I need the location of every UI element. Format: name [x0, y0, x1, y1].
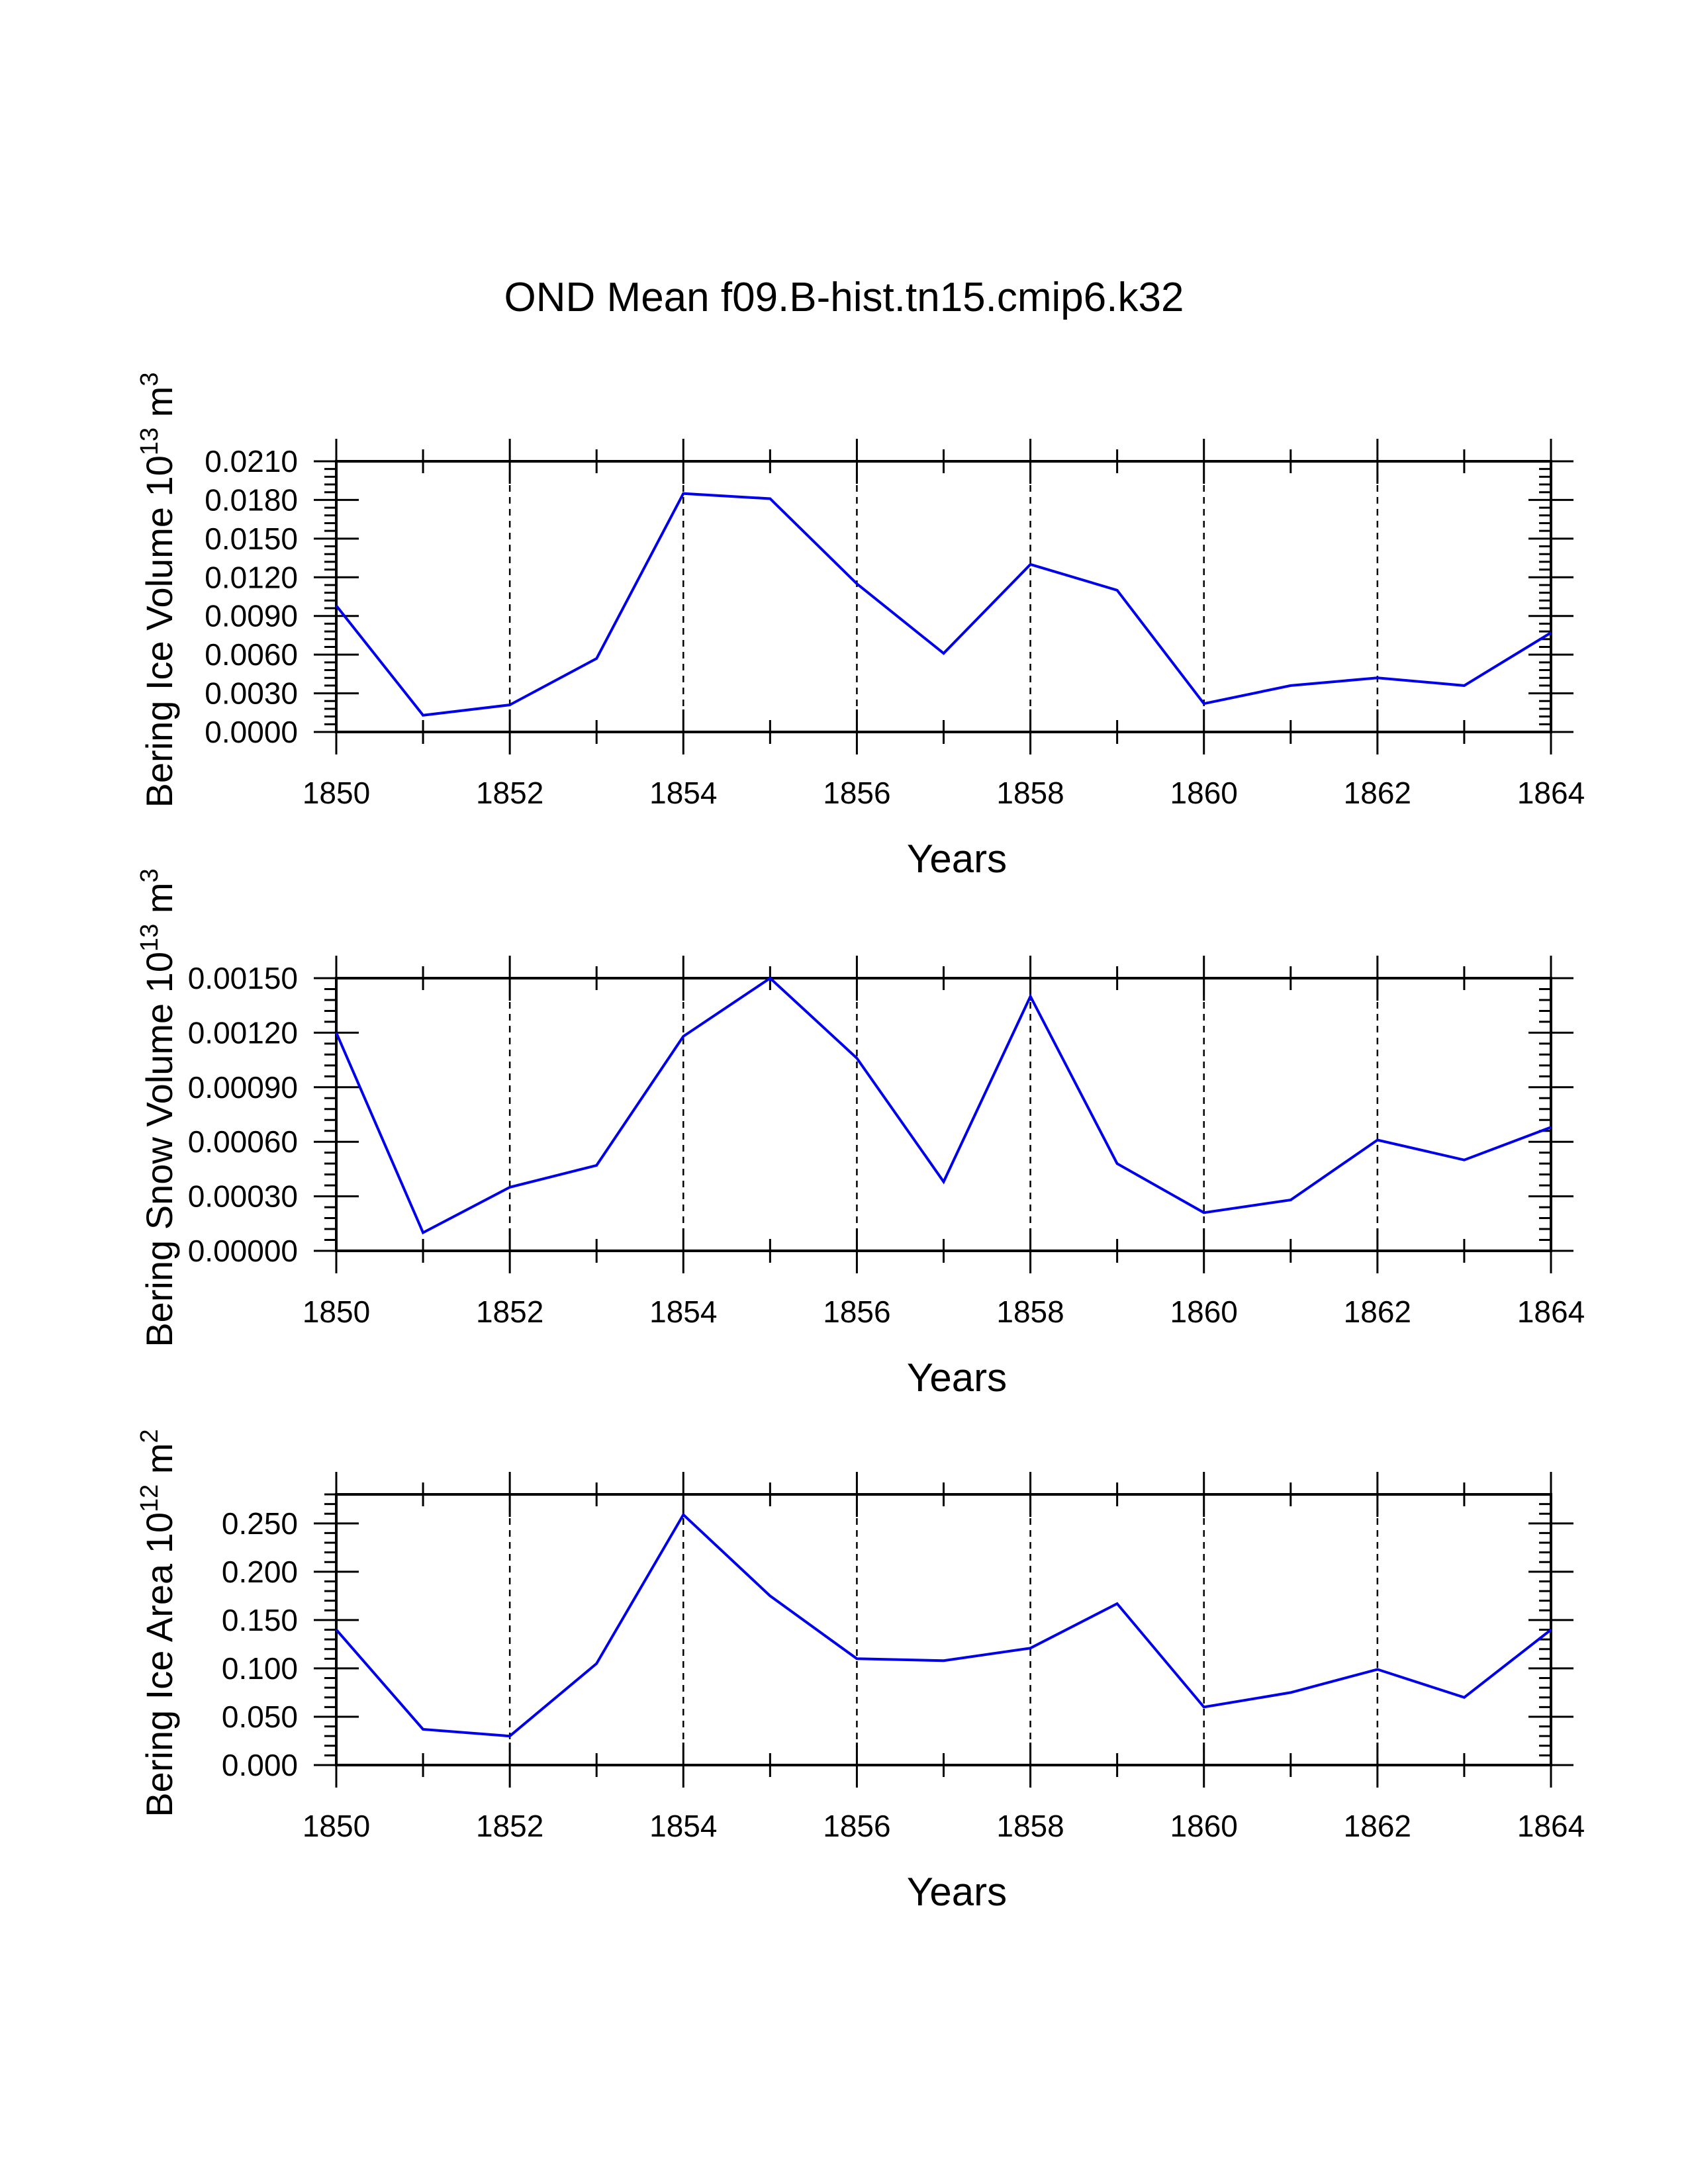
plot-frame	[335, 460, 1552, 733]
y-axis-title-exp-base: 10	[138, 455, 180, 496]
y-tick-label: 0.00120	[188, 1015, 298, 1050]
x-tick-label: 1852	[476, 776, 543, 810]
y-tick-label: 0.00030	[188, 1179, 298, 1214]
y-axis-title-unit: m	[138, 882, 180, 923]
y-tick-label: 0.00060	[188, 1124, 298, 1159]
y-tick-label: 0.000	[222, 1748, 298, 1782]
x-tick-label: 1864	[1517, 1295, 1585, 1329]
x-tick-label: 1864	[1517, 776, 1585, 810]
x-tick-label: 1862	[1344, 776, 1411, 810]
x-tick-label: 1854	[649, 1295, 717, 1329]
y-axis-title-exp: 13	[136, 924, 164, 952]
y-tick-label: 0.0030	[205, 676, 298, 711]
panel-1: 1850 1852 1854 1856 1858 1860 1862 1864 0.0000 0.…	[136, 373, 1585, 881]
y-axis-title: Bering Snow Volume 1013 m3	[136, 868, 180, 1347]
x-axis-title: Years	[907, 837, 1007, 881]
x-tick-label: 1854	[649, 1809, 717, 1843]
x-tick-label: 1860	[1170, 1295, 1238, 1329]
x-tick-label: 1858	[996, 776, 1064, 810]
y-tick-label: 0.0150	[205, 522, 298, 556]
plot-frame	[335, 977, 1552, 1252]
x-axis-title: Years	[907, 1355, 1007, 1400]
y-axis-title-unit: m	[138, 387, 180, 428]
x-axis-title: Years	[907, 1870, 1007, 1914]
x-tick-label: 1856	[823, 1809, 890, 1843]
figure-title: OND Mean f09.B-hist.tn15.cmip6.k32	[504, 275, 1184, 320]
x-tick-label: 1860	[1170, 1809, 1238, 1843]
x-tick-label: 1850	[303, 1809, 370, 1843]
y-axis-title-exp: 13	[136, 428, 164, 455]
x-tick-label: 1858	[996, 1809, 1064, 1843]
y-axis-title-unit-exp: 3	[136, 373, 164, 387]
x-tick-label: 1854	[649, 776, 717, 810]
x-tick-label: 1858	[996, 1295, 1064, 1329]
y-tick-label: 0.0210	[205, 444, 298, 478]
y-axis-title-unit-exp: 2	[136, 1429, 164, 1443]
panel-2: 1850 1852 1854 1856 1858 1860 1862 1864 0.00000 0…	[136, 868, 1585, 1400]
plot-frame	[335, 1493, 1552, 1766]
y-tick-label: 0.150	[222, 1603, 298, 1637]
y-tick-label: 0.050	[222, 1700, 298, 1734]
x-tick-label: 1850	[303, 776, 370, 810]
x-tick-label: 1850	[303, 1295, 370, 1329]
x-tick-label: 1862	[1344, 1295, 1411, 1329]
y-tick-label: 0.0000	[205, 715, 298, 749]
y-axis-title-exp: 12	[136, 1484, 164, 1512]
series-line-1	[335, 492, 1552, 717]
series-line-2	[335, 976, 1552, 1235]
x-tick-label: 1856	[823, 776, 890, 810]
y-axis-title: Bering Ice Area 1012 m2	[136, 1429, 180, 1817]
y-axis-title-text: Bering Ice Area	[138, 1553, 180, 1817]
y-tick-label: 0.250	[222, 1506, 298, 1541]
y-axis-title-text: Bering Ice Volume	[138, 496, 180, 807]
x-tick-label: 1860	[1170, 776, 1238, 810]
y-axis-title-exp-base: 10	[138, 952, 180, 993]
x-tick-label: 1852	[476, 1295, 543, 1329]
y-tick-label: 0.00000	[188, 1234, 298, 1268]
y-axis-title-unit: m	[138, 1443, 180, 1484]
y-tick-label: 0.00150	[188, 961, 298, 995]
y-axis-title-exp-base: 10	[138, 1512, 180, 1553]
y-axis-title-text: Bering Snow Volume	[138, 993, 180, 1347]
y-axis-title: Bering Ice Volume 1013 m3	[136, 373, 180, 808]
y-axis-title-unit-exp: 3	[136, 868, 164, 882]
x-tick-label: 1856	[823, 1295, 890, 1329]
y-tick-label: 0.100	[222, 1651, 298, 1686]
y-tick-label: 0.0090	[205, 599, 298, 633]
series-line-3	[335, 1512, 1552, 1738]
x-tick-label: 1852	[476, 1809, 543, 1843]
x-tick-label: 1864	[1517, 1809, 1585, 1843]
y-tick-label: 0.0120	[205, 560, 298, 594]
y-tick-label: 0.200	[222, 1555, 298, 1589]
panel-3: 1850 1852 1854 1856 1858 1860 1862 1864 0.000 0.0…	[136, 1429, 1585, 1914]
panels: 1850 1852 1854 1856 1858 1860 1862 1864 0.0000 0.…	[136, 373, 1585, 1914]
y-tick-label: 0.00090	[188, 1070, 298, 1105]
y-tick-label: 0.0060	[205, 637, 298, 672]
y-tick-label: 0.0180	[205, 482, 298, 517]
x-tick-label: 1862	[1344, 1809, 1411, 1843]
